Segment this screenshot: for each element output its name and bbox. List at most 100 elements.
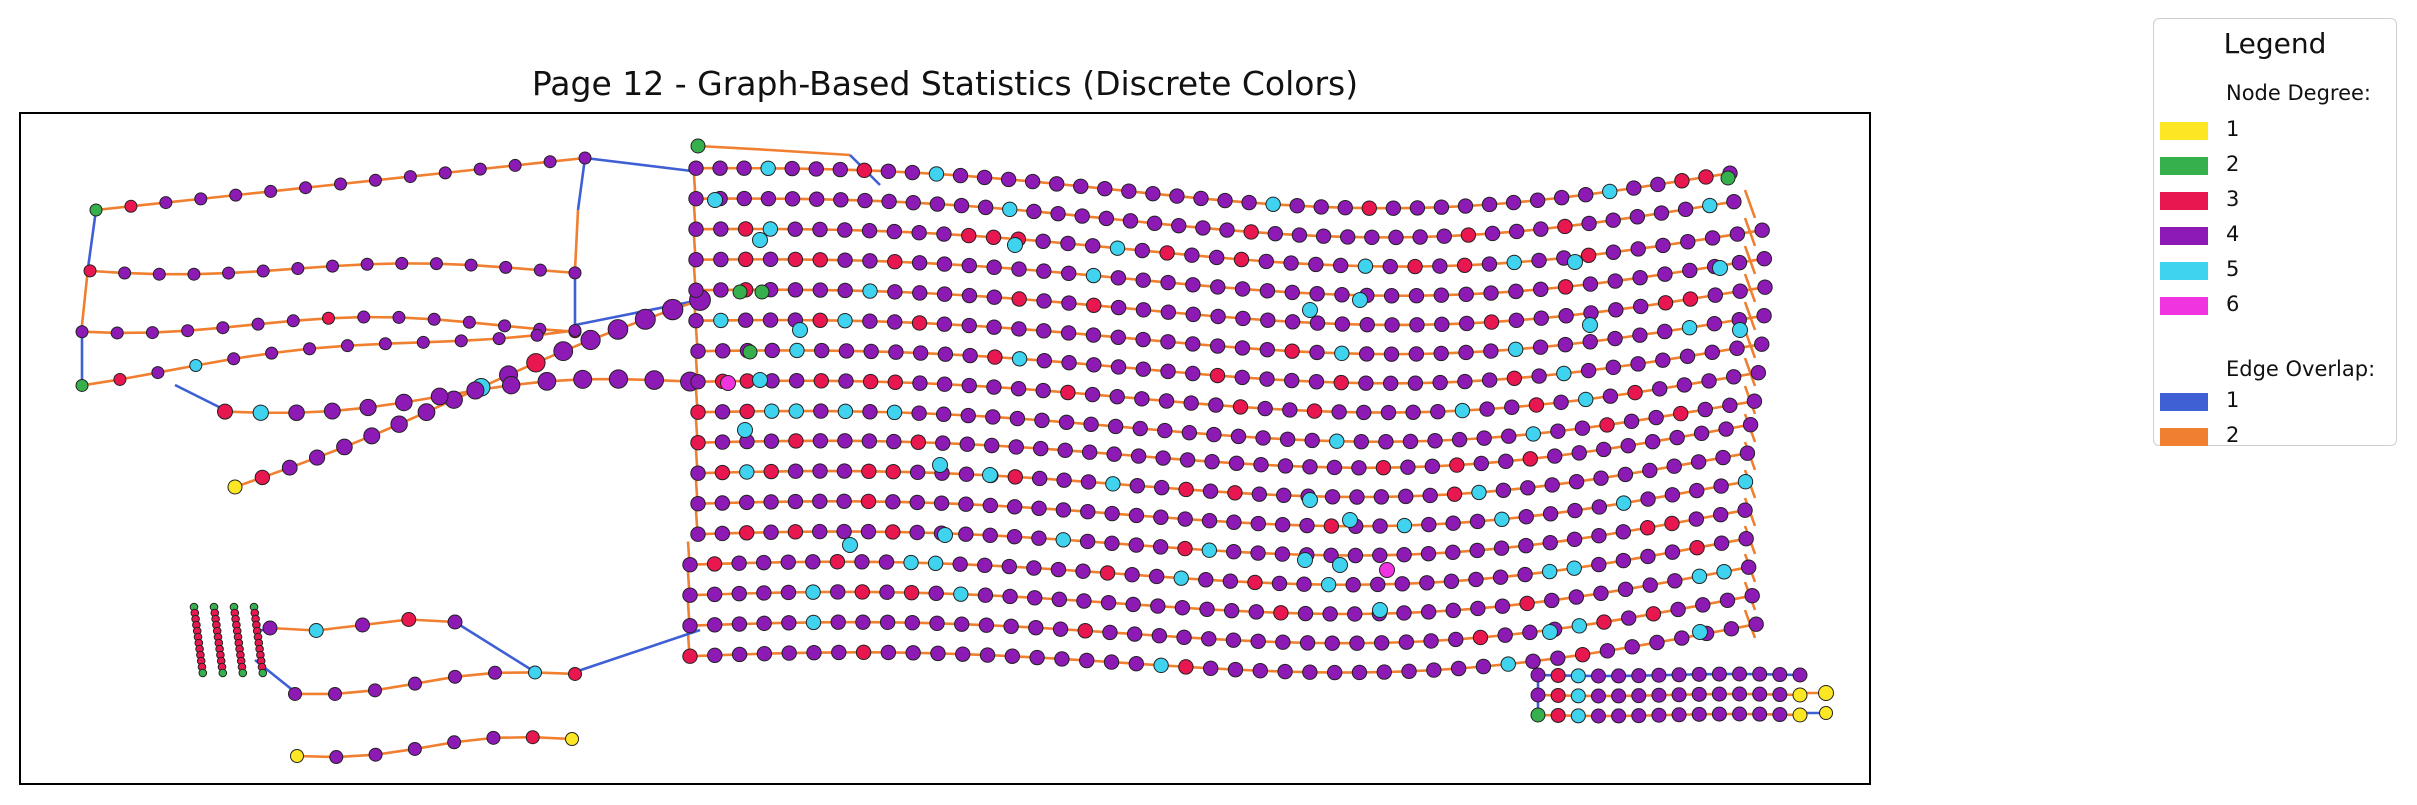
graph-node [1276,487,1292,504]
graph-node [499,260,513,274]
graph-node [736,160,752,176]
graph-node [181,324,195,338]
graph-node [808,161,824,177]
graph-node [1150,598,1166,614]
graph-node [1181,424,1198,441]
graph-node [1667,573,1683,589]
graph-node [1178,481,1194,498]
graph-node [357,310,371,324]
graph-node [961,227,977,244]
graph-node [1183,395,1199,411]
graph-node [1135,302,1152,318]
graph-node [1342,512,1358,528]
graph-edge [1743,329,1757,359]
graph-node [755,554,772,571]
graph-node [1531,368,1547,384]
graph-node [886,223,903,240]
graph-node [982,467,998,483]
graph-node [756,646,773,662]
graph-node [75,378,89,392]
graph-node [838,373,854,389]
graph-node [1458,286,1474,303]
graph-node [1358,346,1375,362]
graph-node [1223,602,1240,619]
graph-node [1481,256,1498,272]
graph-node [885,524,901,540]
graph-node [812,312,828,329]
graph-node [1674,630,1690,646]
graph-node [1359,316,1375,333]
graph-node [886,404,903,421]
graph-node [1626,180,1642,196]
graph-node [712,160,728,176]
graph-node [1711,706,1727,722]
graph-node [1528,397,1545,413]
graph-node [812,433,829,449]
graph-node [707,192,723,208]
graph-node [1650,176,1666,193]
graph-node [1250,633,1266,650]
graph-node [829,554,846,570]
graph-node [760,190,777,207]
graph-node [1160,363,1176,380]
graph-node [933,495,950,511]
graph-node [788,373,805,389]
graph-node [763,524,779,540]
graph-node [806,644,822,661]
graph-node [438,166,452,180]
graph-node [308,623,324,638]
graph-node [713,282,729,298]
graph-node [1620,610,1637,626]
graph-node [1199,601,1215,617]
graph-node [1011,261,1027,277]
graph-node [1273,605,1289,621]
graph-node [1558,308,1574,324]
graph-node [378,337,392,351]
graph-node [568,266,582,280]
graph-node [707,617,723,633]
graph-node [1128,656,1145,672]
graph-node [952,556,968,572]
graph-node [1632,298,1649,315]
graph-node [842,537,858,553]
graph-node [1035,233,1051,249]
graph-node [1011,321,1027,337]
graph-node [1691,666,1707,682]
graph-node [537,371,557,391]
graph-node [1645,606,1662,622]
graph-node [1334,287,1350,303]
graph-node [1154,479,1170,496]
graph-node [1160,334,1176,350]
graph-node [1007,237,1023,253]
graph-node [1591,556,1607,573]
graph-node [1720,170,1736,186]
graph-node [909,464,926,481]
graph-node [1772,687,1788,703]
graph-node [1373,635,1390,651]
graph-node [1011,291,1027,307]
graph-node [1234,281,1251,297]
graph-node [737,251,754,268]
graph-node [978,617,995,633]
graph-node [580,329,601,351]
graph-node [1036,263,1052,279]
graph-node [329,750,344,765]
graph-node [661,298,684,321]
graph-node [1481,196,1498,213]
graph-node [159,196,173,210]
graph-node [258,668,268,678]
graph-node [1458,344,1474,361]
graph-node [813,373,829,389]
graph-node [1009,410,1026,427]
graph-node [1492,569,1509,585]
graph-node [936,286,953,302]
graph-node [1716,564,1732,580]
graph-node [1031,530,1047,546]
graph-node [1398,634,1415,650]
graph-node [977,557,993,573]
graph-node [1725,369,1742,385]
graph-node [690,374,706,390]
graph-node [888,344,904,360]
graph-node [739,464,755,480]
graph-node [1412,229,1428,245]
